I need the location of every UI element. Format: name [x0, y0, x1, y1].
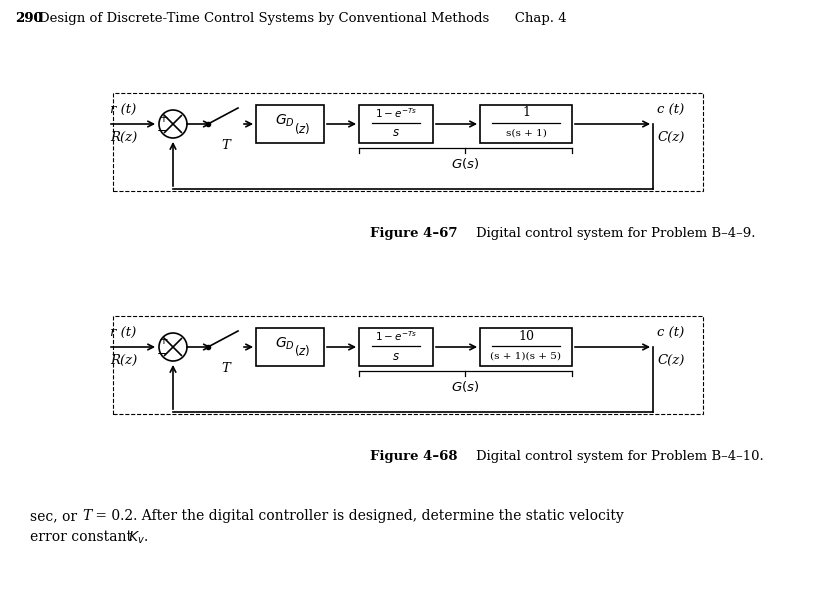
Text: $G_D$: $G_D$	[275, 113, 295, 129]
Text: $1 - e^{-Ts}$: $1 - e^{-Ts}$	[374, 106, 416, 120]
Text: = 0.2. After the digital controller is designed, determine the static velocity: = 0.2. After the digital controller is d…	[91, 509, 623, 523]
Text: (s + 1)(s + 5): (s + 1)(s + 5)	[490, 352, 561, 361]
Text: $(z)$: $(z)$	[293, 344, 310, 359]
Text: T: T	[221, 139, 230, 152]
Text: −: −	[156, 347, 167, 361]
Text: C(z): C(z)	[657, 131, 684, 144]
Text: $G(s)$: $G(s)$	[450, 379, 479, 394]
Text: $s$: $s$	[392, 126, 399, 140]
Text: R(z): R(z)	[110, 131, 137, 144]
Text: Design of Discrete-Time Control Systems by Conventional Methods      Chap. 4: Design of Discrete-Time Control Systems …	[39, 12, 566, 25]
Text: Digital control system for Problem B–4–10.: Digital control system for Problem B–4–1…	[459, 450, 763, 463]
Text: Figure 4–67: Figure 4–67	[370, 227, 457, 240]
Text: s(s + 1): s(s + 1)	[505, 128, 546, 137]
Text: c (t): c (t)	[657, 104, 683, 117]
Text: T: T	[82, 509, 91, 523]
Text: −: −	[156, 125, 167, 137]
Bar	[479, 328, 571, 366]
Text: c (t): c (t)	[657, 327, 683, 340]
Bar	[479, 105, 571, 143]
Text: $G_D$: $G_D$	[275, 336, 295, 352]
Text: $1 - e^{-Ts}$: $1 - e^{-Ts}$	[374, 329, 416, 343]
Text: 290: 290	[15, 12, 42, 25]
Text: C(z): C(z)	[657, 354, 684, 367]
Text: T: T	[221, 362, 230, 375]
Text: R(z): R(z)	[110, 354, 137, 367]
Bar	[256, 328, 324, 366]
Text: 290  Design of Discrete-Time Control Systems by Conventional Methods      Chap. : 290 Design of Discrete-Time Control Syst…	[15, 12, 575, 25]
Text: 290: 290	[15, 12, 42, 25]
Text: r (t): r (t)	[110, 104, 136, 117]
Text: 1: 1	[522, 107, 529, 120]
Text: .: .	[144, 530, 148, 544]
Bar	[359, 105, 432, 143]
Bar	[113, 93, 702, 191]
Text: sec, or: sec, or	[30, 509, 81, 523]
Text: $(z)$: $(z)$	[293, 120, 310, 135]
Text: Digital control system for Problem B–4–9.: Digital control system for Problem B–4–9…	[459, 227, 754, 240]
Text: +: +	[159, 111, 169, 125]
Text: +: +	[159, 335, 169, 347]
Text: 10: 10	[518, 329, 533, 343]
Bar	[113, 316, 702, 414]
Text: $K_v$: $K_v$	[128, 530, 145, 547]
Text: $G(s)$: $G(s)$	[450, 156, 479, 171]
Text: error constant: error constant	[30, 530, 137, 544]
Text: r (t): r (t)	[110, 327, 136, 340]
Text: Figure 4–68: Figure 4–68	[370, 450, 457, 463]
Bar	[359, 328, 432, 366]
Bar	[256, 105, 324, 143]
Text: $s$: $s$	[392, 350, 399, 362]
